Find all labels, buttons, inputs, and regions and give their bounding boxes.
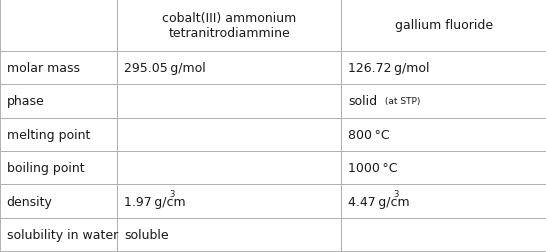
Text: 4.47 g/cm: 4.47 g/cm <box>348 195 410 208</box>
Text: solid: solid <box>348 95 377 108</box>
Bar <box>0 185 117 218</box>
Text: 126.72 g/mol: 126.72 g/mol <box>348 62 429 75</box>
Text: phase: phase <box>7 95 44 108</box>
Bar <box>341 151 546 185</box>
Bar <box>117 52 341 85</box>
Text: 3: 3 <box>170 190 175 199</box>
Bar <box>341 218 546 251</box>
Bar <box>0 151 117 185</box>
Text: cobalt(III) ammonium
tetranitrodiammine: cobalt(III) ammonium tetranitrodiammine <box>162 12 296 40</box>
Text: (at STP): (at STP) <box>382 97 420 106</box>
Bar <box>117 118 341 151</box>
Text: 1.97 g/cm: 1.97 g/cm <box>124 195 186 208</box>
Bar <box>0 52 117 85</box>
Text: melting point: melting point <box>7 128 90 141</box>
Text: molar mass: molar mass <box>7 62 80 75</box>
Text: solubility in water: solubility in water <box>7 228 118 241</box>
Bar <box>117 85 341 118</box>
Text: density: density <box>7 195 52 208</box>
Bar <box>0 218 117 251</box>
Bar <box>117 218 341 251</box>
Text: soluble: soluble <box>124 228 169 241</box>
Text: 295.05 g/mol: 295.05 g/mol <box>124 62 206 75</box>
Text: 800 °C: 800 °C <box>348 128 389 141</box>
Bar <box>117 185 341 218</box>
Text: gallium fluoride: gallium fluoride <box>395 19 492 32</box>
Text: 1000 °C: 1000 °C <box>348 162 397 175</box>
Text: boiling point: boiling point <box>7 162 84 175</box>
Bar <box>341 85 546 118</box>
Bar <box>0 0 117 52</box>
Bar <box>341 118 546 151</box>
Bar <box>0 118 117 151</box>
Bar <box>117 0 341 52</box>
Bar <box>341 185 546 218</box>
Bar <box>341 52 546 85</box>
Bar <box>0 85 117 118</box>
Text: 3: 3 <box>394 190 399 199</box>
Bar <box>341 0 546 52</box>
Bar <box>117 151 341 185</box>
